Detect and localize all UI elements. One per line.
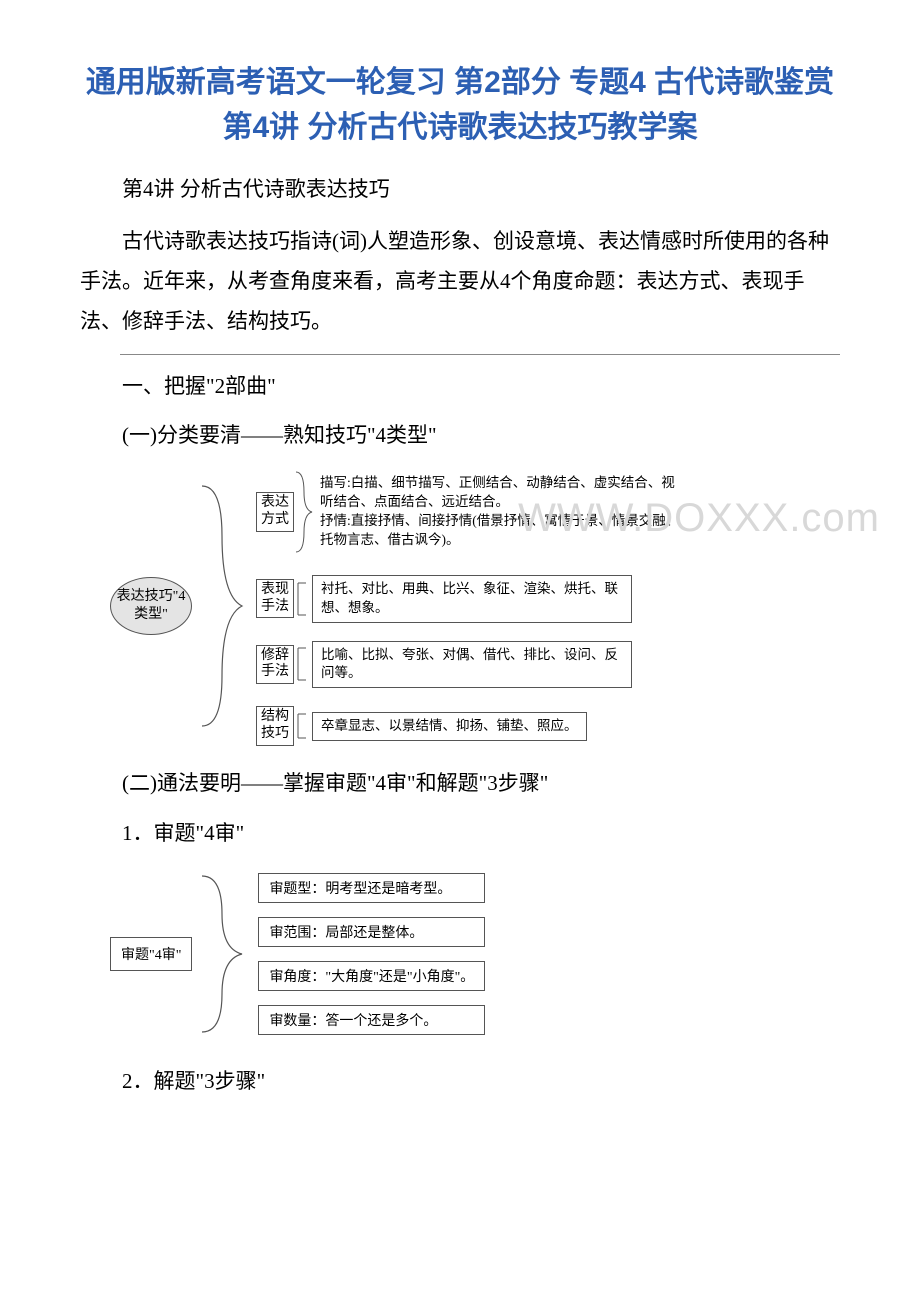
d1-row-expression: 表达方式 描写:白描、细节描写、正侧结合、动静结合、虚实结合、视听结合、点面结合…	[256, 467, 684, 557]
d1-box-structure: 卒章显志、以景结情、抑扬、铺垫、照应。	[312, 712, 587, 741]
page-title: 通用版新高考语文一轮复习 第2部分 专题4 古代诗歌鉴赏 第4讲 分析古代诗歌表…	[80, 60, 840, 150]
bracket-icon	[294, 644, 312, 684]
d1-desc-expression: 描写:白描、细节描写、正侧结合、动静结合、虚实结合、视听结合、点面结合、远近结合…	[314, 474, 684, 550]
d2-root-node: 审题"4审"	[110, 937, 192, 971]
section-1-heading: 一、把握"2部曲"	[80, 367, 840, 407]
brace-icon	[192, 864, 252, 1044]
step-2-heading: 2．解题"3步骤"	[80, 1062, 840, 1102]
d2-item: 审角度："大角度"还是"小角度"。	[258, 961, 485, 991]
brace-icon	[192, 466, 252, 746]
diagram-review: 审题"4审" 审题型：明考型还是暗考型。 审范围：局部还是整体。 审角度："大角…	[110, 864, 840, 1044]
section-1a-heading: (一)分类要清——熟知技巧"4类型"	[80, 416, 840, 456]
d1-desc-line: 抒情:直接抒情、间接抒情(借景抒情、寓情于景、情景交融、托物言志、借古讽今)。	[320, 512, 684, 550]
d1-node-rhetoric: 修辞手法	[256, 645, 294, 685]
d2-item: 审范围：局部还是整体。	[258, 917, 485, 947]
d1-root-node: 表达技巧"4类型"	[110, 577, 192, 635]
subtitle: 第4讲 分析古代诗歌表达技巧	[80, 170, 840, 210]
d1-desc-line: 描写:白描、细节描写、正侧结合、动静结合、虚实结合、视听结合、点面结合、远近结合…	[320, 474, 684, 512]
d1-box-rhetoric: 比喻、比拟、夸张、对偶、借代、排比、设问、反问等。	[312, 641, 632, 689]
d1-node-expression: 表达方式	[256, 492, 294, 532]
brace-small-icon	[294, 467, 314, 557]
d1-node-method: 表现手法	[256, 579, 294, 619]
bracket-icon	[294, 710, 312, 742]
d1-node-structure: 结构技巧	[256, 706, 294, 746]
d1-row-structure: 结构技巧 卒章显志、以景结情、抑扬、铺垫、照应。	[256, 706, 684, 746]
intro-paragraph: 古代诗歌表达技巧指诗(词)人塑造形象、创设意境、表达情感时所使用的各种手法。近年…	[80, 222, 840, 342]
bracket-icon	[294, 579, 312, 619]
d1-row-method: 表现手法 衬托、对比、用典、比兴、象征、渲染、烘托、联想、想象。	[256, 575, 684, 623]
section-1b-heading: (二)通法要明——掌握审题"4审"和解题"3步骤"	[80, 764, 840, 804]
step-1-heading: 1．审题"4审"	[80, 814, 840, 854]
d2-item: 审数量：答一个还是多个。	[258, 1005, 485, 1035]
d2-item: 审题型：明考型还是暗考型。	[258, 873, 485, 903]
d1-box-method: 衬托、对比、用典、比兴、象征、渲染、烘托、联想、想象。	[312, 575, 632, 623]
diagram-techniques: WWW.DOXXX.com 表达技巧"4类型" 表达方式 描写:白描、细节描写、…	[110, 466, 840, 746]
divider	[120, 354, 840, 355]
d1-row-rhetoric: 修辞手法 比喻、比拟、夸张、对偶、借代、排比、设问、反问等。	[256, 641, 684, 689]
